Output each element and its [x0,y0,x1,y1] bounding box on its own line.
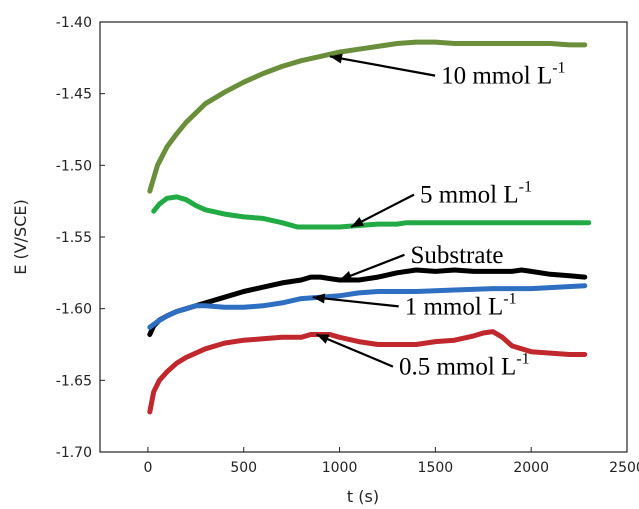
annotation-superscript: -1 [552,60,565,77]
x-tick-label: 1000 [322,460,358,476]
annotations-group: 10 mmol L-1 5 mmol L-1 Substrate 1 mmol L-1… [312,53,566,381]
axis-ticks: 0 500 1000 1500 2000 2500 -1.40 -1.45 -1.50 -1.55… [56,15,639,476]
y-tick-label: -1.55 [56,230,92,246]
annotation-arrowhead-a5 [351,217,365,227]
series-line-0-5-mmol-l-1 [147,329,588,415]
annotation-arrow-a1 [312,296,399,308]
series-line-5-mmol-l-1 [151,194,592,230]
annotation-label-a5: 5 mmol L-1 [420,179,532,209]
annotation-label-asub: Substrate [410,242,503,269]
annotation-arrowhead-asub [339,270,353,281]
y-tick-label: -1.65 [56,373,92,389]
annotation-label-a1: 1 mmol L-1 [405,290,517,320]
annotation-superscript: -1 [519,179,532,196]
annotation-label-a05: 0.5 mmol L-1 [399,351,530,381]
series-line-1-mmol-l-1 [147,283,588,330]
y-axis-title: E (V/SCE) [11,199,30,274]
series-group [147,39,592,415]
x-tick-label: 2000 [513,460,549,476]
y-tick-label: -1.45 [56,87,92,103]
annotation-superscript: -1 [516,351,529,368]
annotation-arrow-a10 [329,55,436,77]
annotation-arrowhead-a1 [312,293,326,304]
y-tick-label: -1.60 [56,302,92,318]
y-tick-label: -1.50 [56,158,92,174]
x-tick-label: 2500 [609,460,639,476]
series-line-10-mmol-l-1 [147,39,588,194]
annotation-arrow-a05 [316,333,394,368]
x-tick-label: 500 [230,460,257,476]
y-tick-label: -1.40 [56,15,92,31]
annotation-superscript: -1 [503,290,516,307]
annotation-arrowhead-a05 [316,334,330,344]
annotation-arrowhead-a10 [329,53,343,64]
x-tick-label: 1500 [418,460,454,476]
x-tick-label: 0 [143,460,152,476]
annotation-label-a10: 10 mmol L-1 [441,60,565,90]
x-axis-title: t (s) [347,487,379,506]
y-tick-label: -1.70 [56,445,92,461]
